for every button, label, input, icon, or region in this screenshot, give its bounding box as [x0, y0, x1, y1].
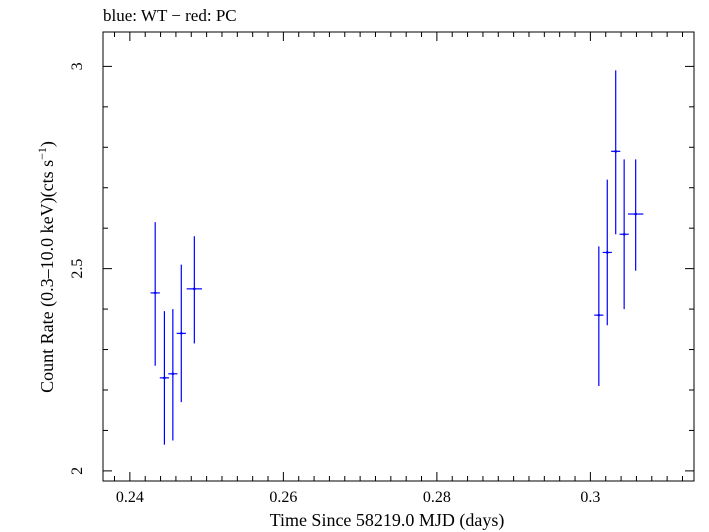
data-point — [611, 70, 621, 235]
axis-ticks: 0.24 0.26 0.28 0.3 2 2.5 3 — [69, 32, 694, 506]
point-marker — [622, 232, 626, 236]
point-marker — [597, 313, 601, 317]
point-marker — [179, 332, 183, 335]
y-axis-label: Count Rate (0.3–10.0 keV)(cts s−1) — [35, 141, 58, 393]
data-point — [602, 179, 612, 326]
y-axis-label-main: Count Rate (0.3–10.0 keV)(cts s — [37, 160, 58, 393]
data-point — [594, 246, 604, 386]
y-tick-label: 3 — [69, 62, 86, 70]
data-point — [150, 222, 160, 366]
data-point — [176, 264, 186, 403]
data-point — [168, 309, 178, 441]
point-marker — [163, 376, 166, 380]
plot-frame — [102, 31, 695, 482]
y-axis-label-tail: ) — [37, 141, 58, 147]
y-axis-label-exponent: −1 — [35, 147, 49, 160]
x-tick-label: 0.3 — [580, 489, 600, 506]
data-point — [619, 159, 629, 310]
point-marker — [614, 150, 618, 153]
point-marker — [605, 251, 609, 254]
point-marker — [153, 291, 157, 295]
y-tick-label: 2.5 — [69, 259, 86, 279]
data-points — [150, 70, 644, 445]
point-marker — [171, 372, 175, 376]
x-tick-label: 0.28 — [423, 489, 451, 506]
data-point — [627, 159, 644, 271]
chart-title: blue: WT − red: PC — [103, 6, 237, 25]
point-marker — [193, 287, 196, 291]
data-point — [159, 311, 170, 445]
y-tick-label: 2 — [69, 467, 86, 475]
data-point — [186, 236, 203, 344]
point-marker — [634, 212, 637, 216]
x-tick-label: 0.26 — [269, 489, 297, 506]
x-axis-label: Time Since 58219.0 MJD (days) — [270, 510, 505, 531]
x-tick-label: 0.24 — [116, 489, 144, 506]
